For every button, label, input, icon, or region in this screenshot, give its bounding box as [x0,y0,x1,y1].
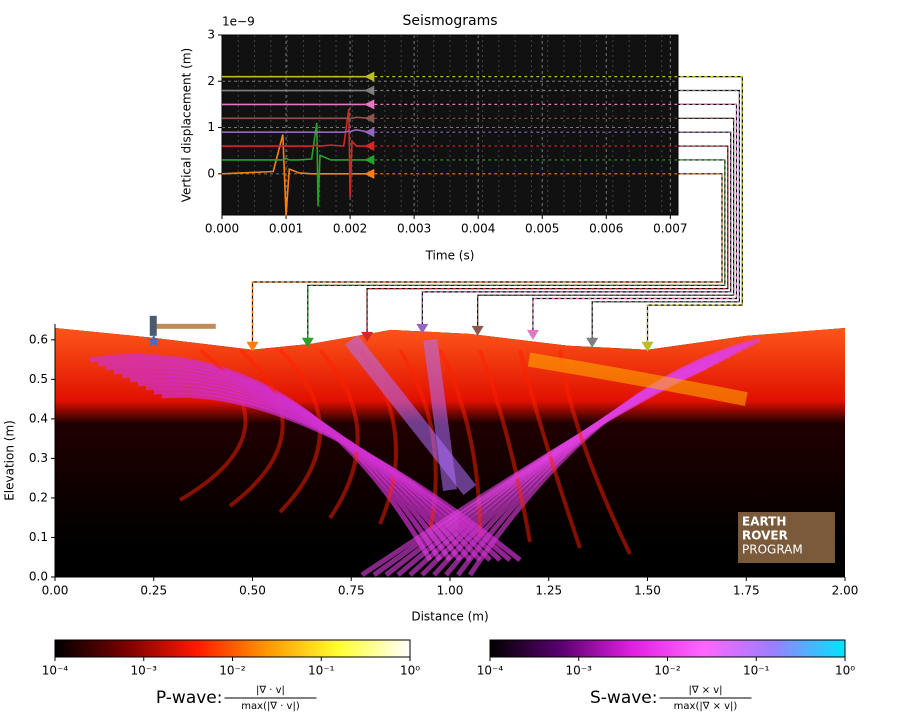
trace-end-marker [364,154,375,165]
trace-end-marker [364,127,375,138]
x-tick-label: 0.00 [42,584,69,598]
y-tick-label: 0.3 [29,451,48,465]
plot-frame [221,34,679,216]
y-tick-label: 3 [207,28,215,42]
colorbar-numerator: |∇ · v| [256,685,285,696]
x-tick-label: 0.25 [140,584,167,598]
route-dash [366,145,729,334]
logo-text: PROGRAM [742,543,803,557]
trace-end-marker [364,113,375,124]
y-axis-label: Elevation (m) [3,420,17,501]
receiver [586,337,599,348]
y-tick-label: 0.4 [29,411,48,425]
y-axis-label: Vertical displacement (m) [180,48,194,202]
x-axis-label: Time (s) [425,249,475,263]
x-tick-label: 1.00 [437,584,464,598]
x-tick-label: 10⁻⁴ [42,664,69,678]
colorbar [54,639,411,658]
x-tick-label: 0.007 [653,222,687,236]
x-tick-label: 10⁰ [835,664,855,678]
x-tick-label: 0.000 [205,222,239,236]
chart-title: Seismograms [402,13,497,29]
colorbar-label: P-wave: [156,688,223,708]
y-tick-label: 0.1 [29,530,48,544]
x-tick-label: 1.50 [634,584,661,598]
x-tick-label: 0.005 [525,222,559,236]
receiver [641,341,654,352]
x-tick-label: 10⁻¹ [743,664,770,678]
wave-streak [423,338,457,491]
logo-text: EARTH [742,515,786,529]
x-tick-label: 10⁻² [654,664,681,678]
route-dash [374,89,740,340]
receiver [416,323,429,334]
logo-text: ROVER [742,529,788,543]
trace-end-marker [364,141,375,152]
x-tick-label: 0.006 [589,222,623,236]
wave-streak [161,392,522,562]
trace-end-marker [364,85,375,96]
x-tick-label: 0.003 [397,222,431,236]
wave-streak [438,349,482,537]
x-tick-label: 1.25 [535,584,562,598]
route [251,173,723,344]
x-tick-label: 0.50 [239,584,266,598]
colorbar-denominator: max(|∇ × v|) [674,701,738,712]
logo-box [738,512,835,563]
wavefield [55,327,845,577]
y-tick-label: 2 [207,74,215,88]
x-tick-label: 0.002 [333,222,367,236]
route-dash [374,103,738,332]
wave-streak [518,349,582,549]
trace [222,129,370,134]
receiver [471,325,484,336]
x-tick-label: 1.75 [733,584,760,598]
route-dash [307,159,726,340]
x-tick-label: 10⁻⁴ [477,664,504,678]
colorbar-numerator: |∇ × v| [688,685,722,696]
wave-streak [478,349,532,543]
source [147,333,160,347]
receiver [246,341,259,352]
x-tick-label: 10⁻¹ [308,664,335,678]
y-tick-label: 0.5 [29,372,48,386]
x-tick-label: 10⁻² [219,664,246,678]
wave-streak [527,352,748,406]
x-tick-label: 10⁰ [400,664,420,678]
trace [222,108,370,197]
trace-end-marker [364,71,375,82]
x-tick-label: 0.001 [269,222,303,236]
colorbar [489,639,846,658]
route-dash [374,117,735,328]
x-tick-label: 10⁻³ [131,664,158,678]
trace-end-marker [364,168,375,179]
wave-streak [318,348,360,520]
receiver [301,337,314,348]
y-tick-label: 0.0 [29,570,48,584]
x-tick-label: 0.004 [461,222,495,236]
colorbar-denominator: max(|∇ · v|) [241,701,300,712]
x-tick-label: 2.00 [832,584,859,598]
hammer-handle [153,323,216,329]
y-tick-label: 0 [207,166,215,180]
y-tick-label: 0.2 [29,490,48,504]
trace [222,116,370,120]
y-tick-label: 0.6 [29,332,48,346]
route-dash [374,131,732,326]
x-tick-label: 0.75 [338,584,365,598]
trace-end-marker [364,99,375,110]
receiver [361,331,374,342]
x-tick-label: 10⁻³ [566,664,593,678]
route-dash [374,76,743,344]
hammer-head [149,315,157,336]
receiver [526,329,539,340]
offset-label: 1e−9 [222,15,255,29]
wave-streak [228,348,285,508]
x-axis-label: Distance (m) [411,610,488,624]
y-tick-label: 1 [207,120,215,134]
colorbar-label: S-wave: [590,688,658,708]
